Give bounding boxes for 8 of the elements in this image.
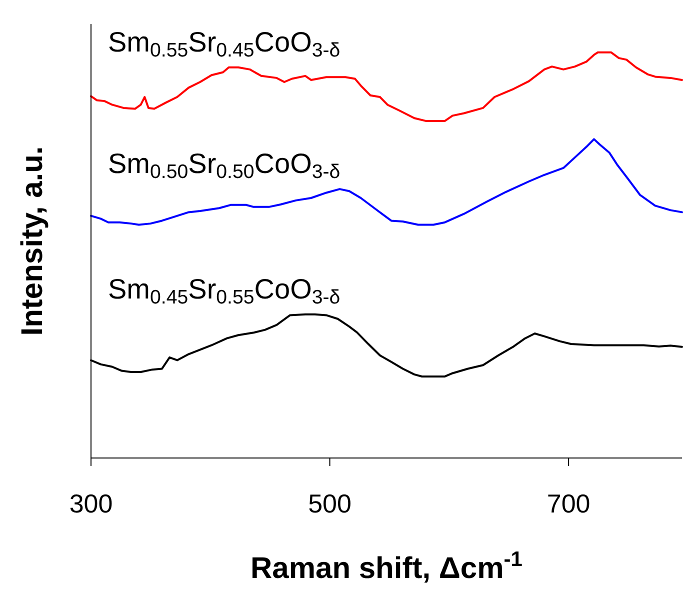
series-label: Sm$_{0.55}$Sr$_{0.45}$CoO$_{3-δ}$ xyxy=(108,26,340,62)
series-label: Sm$_{0.45}$Sr$_{0.55}$CoO$_{3-δ}$ xyxy=(108,273,340,308)
x-tick-label: 700 xyxy=(546,488,590,518)
x-tick-label: 500 xyxy=(308,488,352,518)
x-tick-label: 300 xyxy=(69,488,113,518)
y-axis-title: Intensity, a.u. xyxy=(16,146,49,336)
series-label: Sm$_{0.50}$Sr$_{0.50}$CoO$_{3-δ}$ xyxy=(108,148,340,184)
x-axis-title: Raman shift, Δcm$^{-1}$ xyxy=(250,548,523,585)
